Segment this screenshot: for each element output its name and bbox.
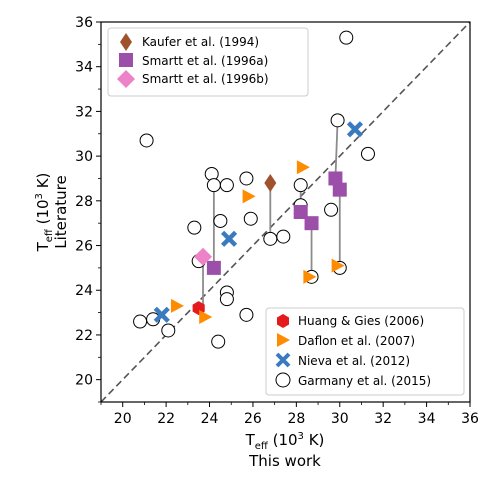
legend-top-left-box [107,27,309,97]
garmany-point-25 [360,146,375,161]
garmany-point-21 [324,202,339,217]
x-tick-label-28: 28 [287,411,305,427]
garmany-point-3 [161,323,176,338]
nieva-legend-marker [275,352,291,368]
y-axis-subtitle: Literature [52,175,70,248]
garmany-point-16 [263,231,278,246]
x-tick-label-20: 20 [114,411,132,427]
garmany-point-7 [206,178,221,193]
y-tick-label-22: 22 [75,328,93,344]
legend-label-smartt-a: Smartt et al. (1996a) [142,54,268,68]
legend-label-smartt-b: Smartt et al. (1996b) [142,72,269,86]
garmany-point-1 [133,314,148,329]
garmany-point-10 [219,178,234,193]
garmany-point-15 [239,307,254,322]
x-axis-title: Teff (103 K) [245,431,325,452]
legend-label-huang: Huang & Gies (2006) [298,314,424,328]
plot-frame [100,21,471,403]
daflon-point-0 [170,298,184,313]
y-tick-label-28: 28 [75,194,93,210]
x-tick-label-26: 26 [244,411,262,427]
garmany-point-0 [139,133,154,148]
legend-label-kaufer: Kaufer et al. (1994) [142,35,259,49]
garmany-point-12 [219,292,234,307]
daflon-point-3 [296,160,310,175]
garmany-point-18 [293,178,308,193]
garmany-point-14 [243,211,258,226]
smartt-a-point-1 [293,205,308,219]
huang-legend-marker [277,314,289,328]
kaufer-legend-marker [120,33,132,51]
smartt-a-point-3 [328,171,343,186]
garmany-point-22 [330,113,345,128]
y-tick-label-32: 32 [75,104,93,120]
x-axis-subtitle: This work [248,452,321,470]
legend-top-left: Kaufer et al. (1994) Smartt et al. (1996… [107,27,309,97]
garmany-point-8 [211,334,226,349]
garmany-point-9 [213,213,228,228]
nieva-point-2 [346,121,364,138]
legend-bottom-right-box [265,307,465,396]
nieva-point-0 [153,306,170,323]
y-tick-label-26: 26 [75,239,93,255]
smartt-b-legend-marker [117,70,135,88]
x-tick-label-32: 32 [374,411,392,427]
y-axis-title: Teff (103 K) [34,173,55,253]
legend-label-nieva: Nieva et al. (2012) [298,354,410,368]
smartt-b-point-0 [194,247,213,266]
x-tick-label-30: 30 [331,411,349,427]
smartt-a-point-4 [332,182,347,197]
legend-label-daflon: Daflon et al. (2007) [298,334,415,348]
garmany-point-24 [339,30,354,45]
garmany-point-4 [187,220,202,235]
connector-line-4 [334,120,339,179]
daflon-legend-marker [277,333,290,347]
legend-label-garmany: Garmany et al. (2015) [298,374,431,388]
y-tick-label-36: 36 [75,15,93,31]
smartt-a-legend-marker [119,53,133,67]
x-tick-label-22: 22 [157,411,175,427]
legend-bottom-right: Huang & Gies (2006) Daflon et al. (2007)… [265,307,465,396]
y-tick-label-20: 20 [75,373,93,389]
smartt-a-point-0 [206,260,221,275]
y-tick-label-30: 30 [75,149,93,165]
nieva-point-1 [220,230,238,247]
y-tick-label-24: 24 [75,283,93,299]
daflon-point-4 [303,269,317,284]
daflon-point-5 [331,258,345,273]
x-tick-label-34: 34 [418,411,436,427]
y-tick-label-34: 34 [75,60,93,76]
x-tick-label-24: 24 [201,411,219,427]
daflon-point-2 [242,189,256,204]
one-to-one-line [100,21,471,403]
x-tick-label-36: 36 [461,411,479,427]
smartt-a-point-2 [304,216,319,231]
garmany-legend-marker [275,372,291,388]
kaufer-point-0 [264,173,277,192]
daflon-point-1 [199,310,213,325]
garmany-point-13 [239,171,254,186]
garmany-point-17 [276,229,291,244]
